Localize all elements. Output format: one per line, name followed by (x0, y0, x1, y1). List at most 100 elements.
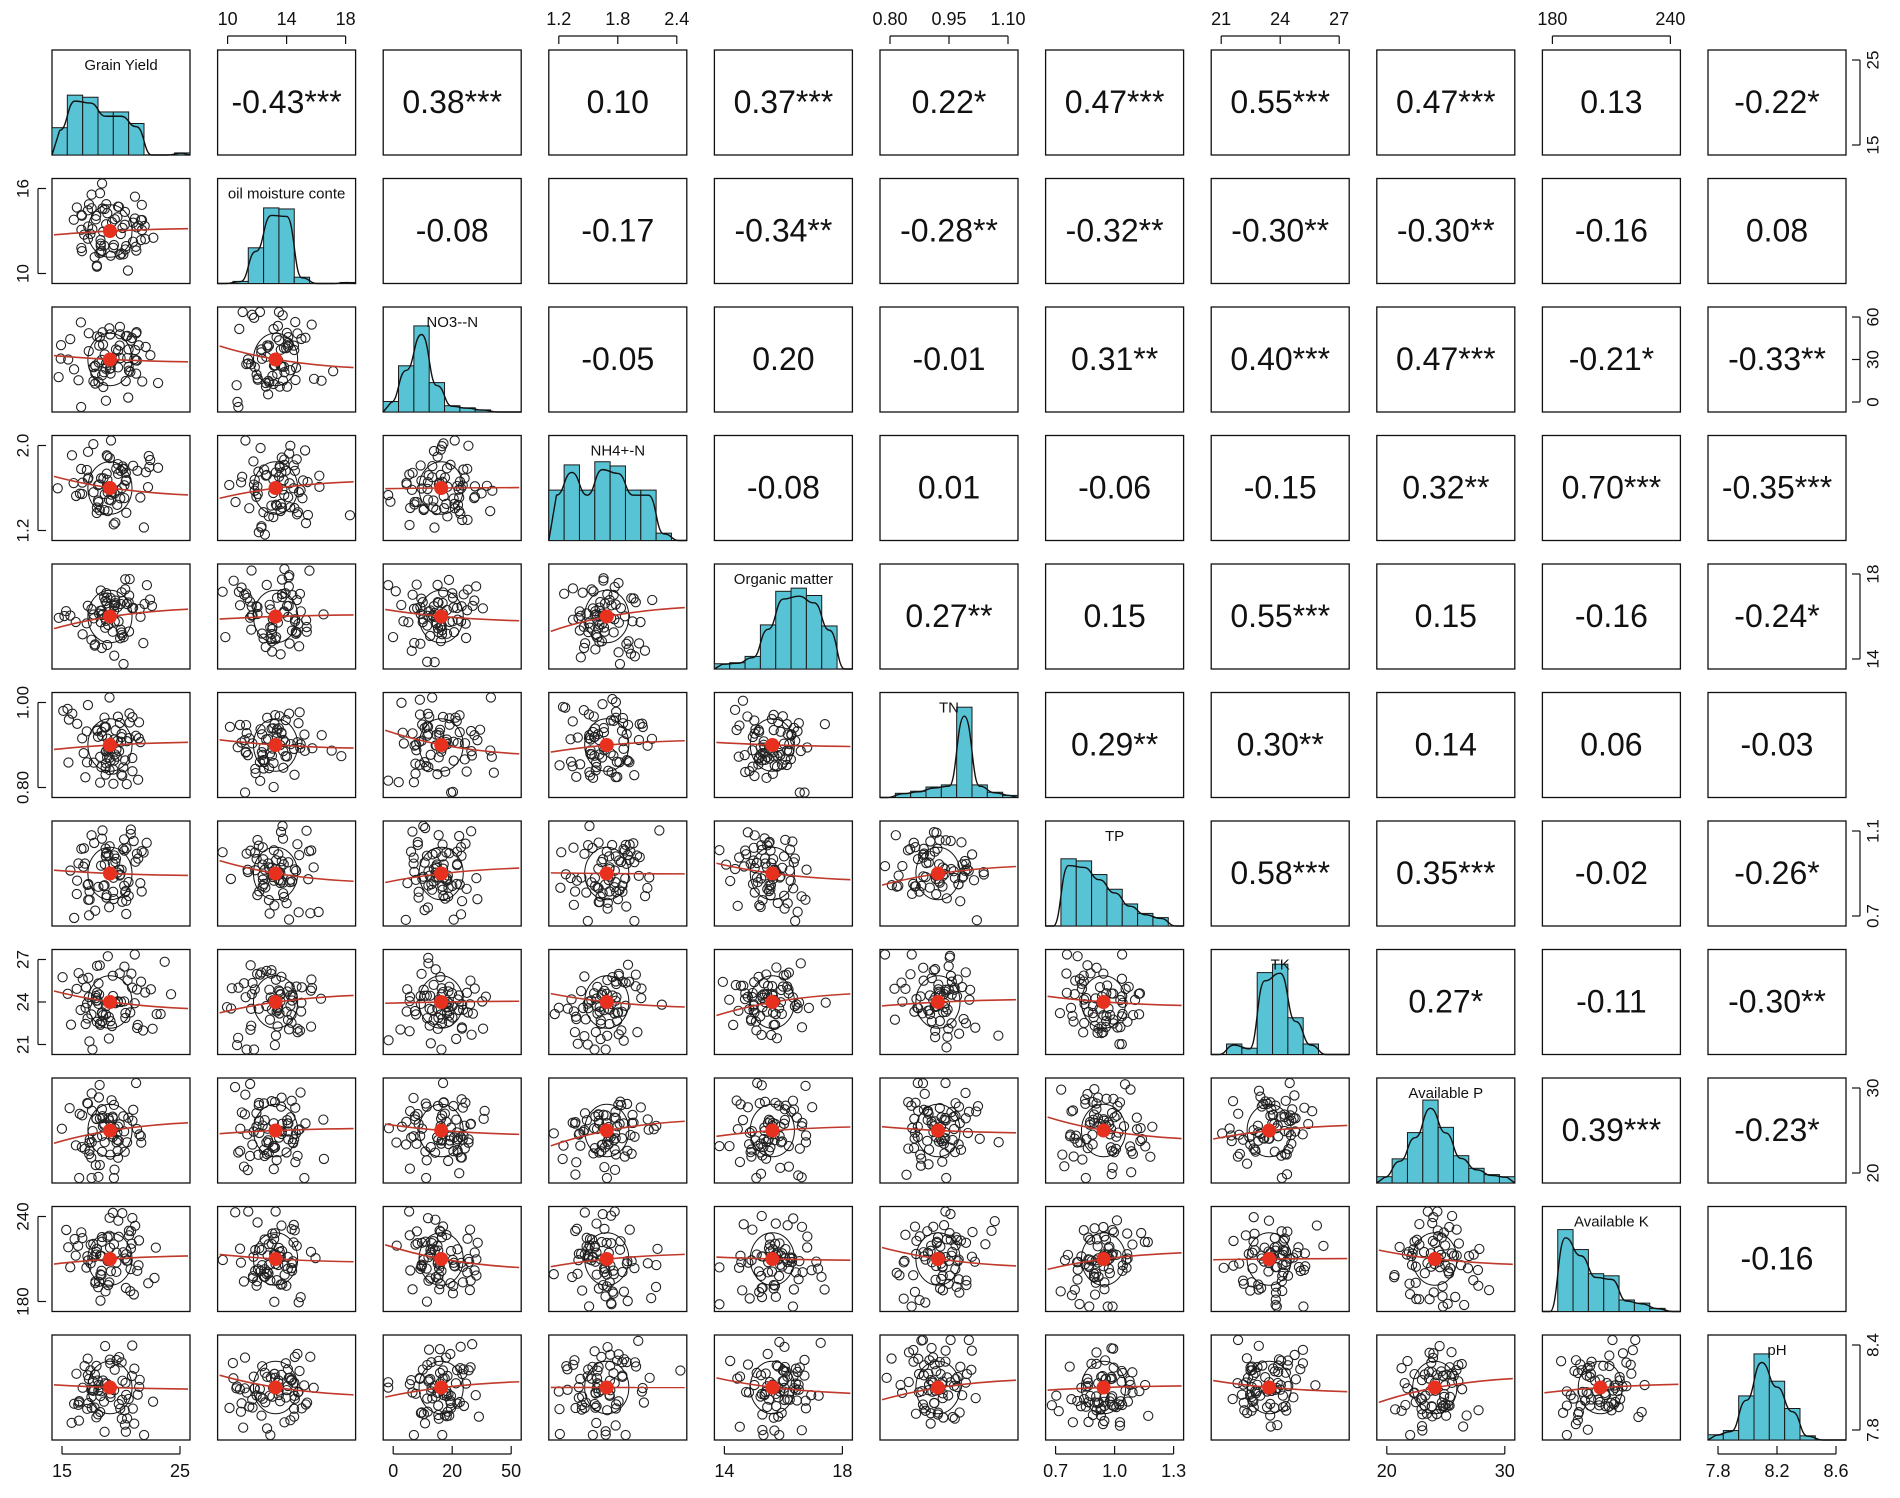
correlation-value: 0.37*** (734, 84, 834, 120)
scatter-point (120, 962, 129, 971)
scatter-point (72, 1369, 81, 1378)
scatter-point (1228, 1097, 1237, 1106)
axis-tick-label: 27 (1329, 9, 1349, 29)
scatter-point (407, 646, 416, 655)
scatter-point (981, 1240, 990, 1249)
scatter-point (1127, 1168, 1136, 1177)
scatter-point (247, 566, 256, 575)
scatter-point (71, 1141, 80, 1150)
scatter-point (891, 831, 900, 840)
scatter-point (412, 497, 421, 506)
centroid-point (1097, 1252, 1111, 1266)
scatter-point (253, 1218, 262, 1227)
scatter-point (78, 1383, 87, 1392)
scatter-point (232, 381, 241, 390)
scatter-point (1628, 1346, 1637, 1355)
scatter-point (225, 480, 234, 489)
scatter-point (128, 1404, 137, 1413)
centroid-point (269, 1252, 283, 1266)
centroid-point (1097, 1381, 1111, 1395)
centroid-point (434, 481, 448, 495)
scatter-point (444, 1156, 453, 1165)
scatter-point (623, 1296, 632, 1305)
scatter-point (53, 484, 62, 493)
scatter-point (96, 778, 105, 787)
axis-tick-label: 0.7 (1863, 904, 1882, 928)
scatter-point (140, 1430, 149, 1439)
correlation-value: 0.20 (752, 341, 814, 377)
scatter-point (1427, 1402, 1436, 1411)
scatter-point (1429, 1288, 1438, 1297)
scatter-point (598, 1210, 607, 1219)
scatter-point (1234, 1109, 1243, 1118)
correlation-value: -0.23* (1734, 1112, 1819, 1148)
scatter-point (1101, 1356, 1110, 1365)
axis-tick-label: 1.10 (990, 9, 1025, 29)
scatter-point (72, 203, 81, 212)
scatter-point (726, 1356, 735, 1365)
variable-label: Grain Yield (84, 57, 157, 74)
correlation-value: -0.08 (416, 212, 489, 248)
scatter-point (816, 1338, 825, 1347)
scatter-point (775, 1337, 784, 1346)
scatter-point (275, 336, 284, 345)
scatter-point (929, 1222, 938, 1231)
scatter-point (750, 716, 759, 725)
scatter-point (444, 575, 453, 584)
scatter-point (83, 700, 92, 709)
histogram-bar (760, 625, 775, 669)
histogram-bar (279, 209, 294, 284)
scatter-point (570, 887, 579, 896)
correlation-value: -0.30** (1728, 983, 1826, 1019)
scatter-point (902, 1170, 911, 1179)
scatter-point (408, 729, 417, 738)
histogram-bar (1122, 904, 1137, 926)
scatter-point (84, 911, 93, 920)
smooth-line (716, 742, 850, 746)
scatter-point (1079, 1226, 1088, 1235)
variable-label: Available P (1408, 1085, 1483, 1102)
histogram-bar (595, 462, 610, 541)
scatter-point (733, 1125, 742, 1134)
scatter-point (927, 1343, 936, 1352)
scatter-point (462, 884, 471, 893)
scatter-point (120, 220, 129, 229)
scatter-point (81, 773, 90, 782)
scatter-point (899, 1294, 908, 1303)
scatter-point (588, 1430, 597, 1439)
scatter-point (397, 698, 406, 707)
axis-tick-label: 240 (13, 1202, 32, 1230)
scatter-point (919, 976, 928, 985)
scatter-point (957, 838, 966, 847)
scatter-point (933, 844, 942, 853)
scatter-point (1229, 1236, 1238, 1245)
centroid-point (269, 353, 283, 367)
scatter-point (405, 1027, 414, 1036)
scatter-point (1075, 1299, 1084, 1308)
correlation-value: -0.30** (1397, 212, 1495, 248)
scatter-point (285, 639, 294, 648)
scatter-point (789, 1105, 798, 1114)
scatter-point (968, 1227, 977, 1236)
scatter-point (57, 1124, 66, 1133)
correlation-value: 0.32** (1402, 469, 1489, 505)
scatter-point (240, 788, 249, 797)
scatter-point (944, 962, 953, 971)
scatter-point (230, 1082, 239, 1091)
scatter-point (291, 363, 300, 372)
scatter-point (556, 883, 565, 892)
scatter-point (84, 329, 93, 338)
scatter-point (240, 1353, 249, 1362)
variable-label: Available K (1574, 1213, 1649, 1230)
scatter-point (456, 509, 465, 518)
scatter-point (406, 1266, 415, 1275)
scatter-point (950, 1124, 959, 1133)
scatter-point (591, 1028, 600, 1037)
scatter-point (238, 307, 247, 316)
scatter-point (417, 969, 426, 978)
scatter-point (225, 1403, 234, 1412)
scatter-point (452, 1034, 461, 1043)
axis-tick-label: 2.4 (664, 9, 689, 29)
scatter-point (73, 719, 82, 728)
scatter-point (585, 821, 594, 830)
